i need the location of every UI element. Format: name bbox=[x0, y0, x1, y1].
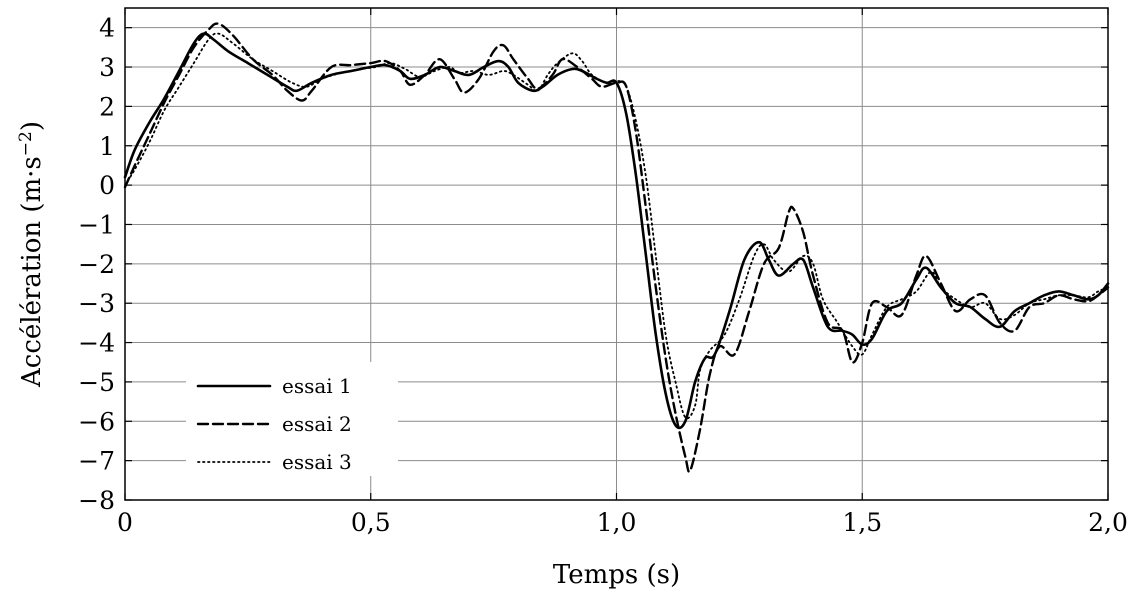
y-axis-title-close: ) bbox=[17, 121, 47, 131]
x-tick-label-4: 2,0 bbox=[1088, 508, 1128, 537]
tick-labels: 0 0,5 1,0 1,5 2,0 4 3 2 1 0 −1 −2 −3 −4 −5 −6 −7 −8 bbox=[78, 14, 1128, 537]
y-tick-label-6: −2 bbox=[78, 250, 115, 279]
legend: essai 1 essai 2 essai 3 bbox=[186, 362, 398, 476]
series-layer bbox=[123, 22, 1110, 473]
legend-box bbox=[186, 362, 398, 476]
x-axis-title: Temps (s) bbox=[553, 560, 680, 590]
x-tick-label-1: 0,5 bbox=[351, 508, 391, 537]
y-axis-title-text: Accélération (m·s bbox=[17, 156, 47, 388]
y-tick-label-10: −6 bbox=[78, 407, 115, 436]
y-tick-label-0: 4 bbox=[99, 14, 115, 43]
y-tick-label-12: −8 bbox=[78, 486, 115, 515]
y-axis-title: Accélération (m·s−2) bbox=[16, 121, 47, 388]
y-tick-label-4: 0 bbox=[99, 171, 115, 200]
legend-label-2: essai 2 bbox=[282, 412, 352, 436]
legend-label-3: essai 3 bbox=[282, 450, 352, 474]
x-tick-label-3: 1,5 bbox=[842, 508, 882, 537]
y-tick-label-3: 1 bbox=[99, 132, 115, 161]
series-line-2 bbox=[123, 22, 1110, 473]
y-tick-label-5: −1 bbox=[78, 210, 115, 239]
y-tick-label-1: 3 bbox=[99, 53, 115, 82]
y-tick-label-2: 2 bbox=[99, 92, 115, 121]
y-tick-label-9: −5 bbox=[78, 368, 115, 397]
y-tick-label-8: −4 bbox=[78, 329, 115, 358]
x-tick-label-0: 0 bbox=[117, 508, 133, 537]
y-tick-label-11: −7 bbox=[78, 447, 115, 476]
legend-label-1: essai 1 bbox=[282, 374, 352, 398]
y-axis-title-exponent: −2 bbox=[16, 131, 36, 156]
x-tick-label-2: 1,0 bbox=[597, 508, 637, 537]
series-line-3 bbox=[124, 32, 1109, 420]
plot-frame bbox=[124, 7, 1109, 501]
y-tick-label-7: −3 bbox=[78, 289, 115, 318]
